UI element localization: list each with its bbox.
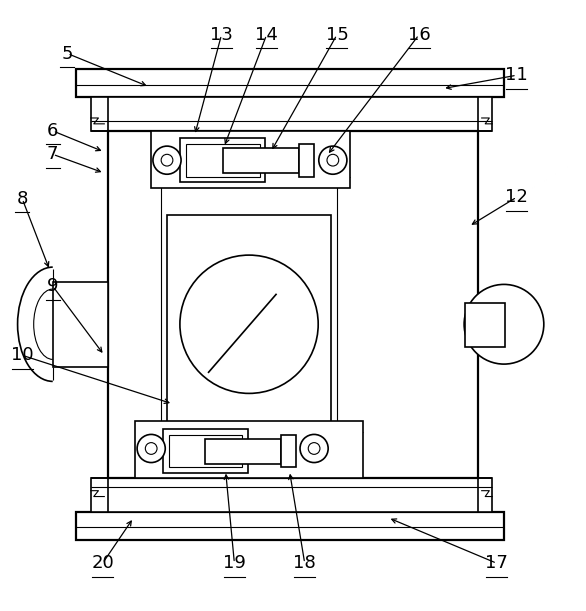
Bar <box>151 131 350 188</box>
Text: 7: 7 <box>47 145 59 163</box>
Text: 10: 10 <box>11 346 33 364</box>
Text: 17: 17 <box>485 554 509 573</box>
Text: 5: 5 <box>62 45 73 62</box>
Text: 9: 9 <box>47 277 59 295</box>
Text: 15: 15 <box>325 26 349 44</box>
Text: 16: 16 <box>408 26 430 44</box>
Text: 13: 13 <box>210 26 233 44</box>
Bar <box>163 428 248 472</box>
Circle shape <box>153 146 181 174</box>
Bar <box>53 282 108 367</box>
Bar <box>223 148 299 173</box>
Circle shape <box>464 284 544 364</box>
Circle shape <box>180 255 318 393</box>
Text: 6: 6 <box>47 122 59 140</box>
Bar <box>91 98 492 131</box>
Bar <box>91 478 492 512</box>
Text: 18: 18 <box>294 554 316 573</box>
Bar <box>299 144 314 177</box>
Circle shape <box>327 155 339 166</box>
Text: 8: 8 <box>16 190 28 208</box>
Text: 19: 19 <box>223 554 246 573</box>
Bar <box>465 302 505 346</box>
Bar <box>186 144 260 177</box>
Text: 14: 14 <box>255 26 278 44</box>
Circle shape <box>300 434 328 463</box>
Bar <box>205 439 281 464</box>
Bar <box>135 421 363 478</box>
Bar <box>180 139 265 183</box>
Circle shape <box>308 442 320 455</box>
Bar <box>281 435 296 467</box>
Text: 11: 11 <box>506 66 528 84</box>
Circle shape <box>145 442 157 455</box>
Text: 20: 20 <box>91 554 114 573</box>
Circle shape <box>137 434 165 463</box>
Circle shape <box>161 155 173 166</box>
Text: 12: 12 <box>505 188 529 206</box>
Bar <box>167 214 331 431</box>
Bar <box>169 435 242 467</box>
Circle shape <box>319 146 347 174</box>
Bar <box>108 131 478 478</box>
Bar <box>76 512 504 540</box>
Bar <box>76 69 504 98</box>
